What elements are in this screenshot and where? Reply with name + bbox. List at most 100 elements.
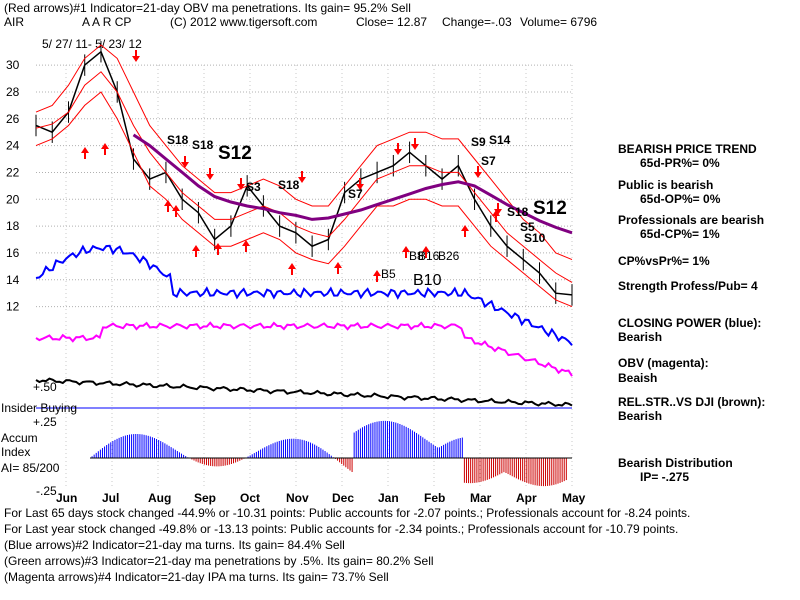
footer-line: (Blue arrows)#2 Indicator=21-day ma turn… (4, 538, 345, 552)
up-arrow-icon (288, 263, 296, 275)
relstr-label: REL.STR..VS DJI (brown): (618, 395, 766, 409)
x-tick-label: Jul (102, 491, 119, 505)
x-tick-label: Aug (148, 491, 171, 505)
series-line (35, 44, 573, 261)
x-tick-label: Mar (470, 491, 492, 505)
down-arrow-icon (181, 156, 189, 168)
down-arrow-icon (298, 171, 306, 183)
signal-label: S18 (507, 205, 529, 219)
down-arrow-icon (474, 166, 482, 178)
x-tick-label: Dec (332, 491, 354, 505)
up-arrow-icon (172, 205, 180, 217)
obv-value: Beaish (618, 371, 658, 385)
signal-label-large: S12 (533, 198, 567, 219)
y-tick-label: 12 (6, 300, 20, 314)
up-arrow-icon (242, 240, 250, 252)
signal-label: S7 (348, 187, 363, 201)
down-arrow-icon (206, 168, 214, 180)
down-arrow-icon (411, 138, 419, 150)
trend-heading: BEARISH PRICE TREND (618, 142, 757, 156)
y-tick-label: 22 (6, 165, 20, 179)
close-price: Close= 12.87 (356, 15, 428, 29)
up-arrow-icon (192, 245, 200, 257)
relstr-value: Bearish (618, 409, 663, 423)
signal-label: S9 (471, 135, 486, 149)
down-arrow-icon (356, 178, 364, 190)
series-line (35, 91, 573, 308)
signal-label: S14 (489, 133, 511, 147)
down-arrow-icon (394, 143, 402, 155)
signal-label-large: B10 (413, 272, 442, 289)
up-arrow-icon (334, 262, 342, 274)
up-arrow-icon (373, 270, 381, 282)
up-arrow-icon (101, 143, 109, 155)
rel-str-level: +.50 (33, 380, 57, 394)
footer-line: (Magenta arrows)#4 Indicator=21-day IPA … (4, 570, 389, 584)
up-arrow-icon (402, 246, 410, 258)
company-name: A A R CP (82, 15, 132, 29)
signal-label: S18 (192, 138, 214, 152)
price-grid (36, 64, 573, 488)
pr-value: 65d-PR%= 0% (640, 156, 720, 170)
y-tick-label: 24 (6, 139, 20, 153)
op-value: 65d-OP%= 0% (640, 192, 721, 206)
price-series (35, 40, 573, 308)
obv-line (35, 321, 573, 377)
signal-label: B8 (409, 249, 424, 263)
cp-value: 65d-CP%= 1% (640, 227, 720, 241)
date-range: 5/ 27/ 11- 5/ 23/ 12 (42, 37, 142, 51)
up-arrow-icon (461, 225, 469, 237)
signal-label: B26 (438, 249, 460, 263)
closing-power-label: CLOSING POWER (blue): (618, 316, 762, 330)
ip-value: IP= -.275 (640, 470, 690, 484)
signal-label-large: S12 (218, 143, 252, 164)
accum-top-level: +.25 (33, 415, 57, 429)
signal-label: B5 (381, 267, 396, 281)
insider-buying-label: Insider Buying (1, 401, 78, 415)
signal-arrows (81, 50, 502, 282)
indicator-1-title: (Red arrows)#1 Indicator=21-day OBV ma p… (4, 1, 411, 15)
y-tick-label: 16 (6, 246, 20, 260)
x-tick-label: Sep (194, 491, 216, 505)
y-tick-label: 28 (6, 85, 20, 99)
cp-vs-pr: CP%vsPr%= 1% (618, 254, 710, 268)
up-arrow-icon (81, 147, 89, 159)
ticker-symbol: AIR (4, 15, 25, 29)
y-tick-label: 14 (6, 273, 20, 287)
copyright-text: (C) 2012 www.tigersoft.com (170, 15, 318, 29)
down-arrow-icon (494, 203, 502, 215)
down-arrow-icon (237, 178, 245, 190)
axes: 30 28 26 24 22 20 18 16 14 12 Jun Jul Aug Sep Oct Nov De… (6, 58, 586, 505)
signal-label: S5 (520, 220, 535, 234)
y-tick-label: 20 (6, 192, 20, 206)
indicator-panels (35, 244, 573, 487)
x-tick-label: May (562, 491, 586, 505)
x-tick-label: Feb (424, 491, 445, 505)
up-arrow-icon (422, 246, 430, 258)
signal-label: S18 (167, 133, 189, 147)
y-tick-label: 18 (6, 219, 20, 233)
signal-label: S10 (524, 231, 546, 245)
up-arrow-icon (164, 200, 172, 212)
series-line (35, 71, 573, 283)
signal-label: S18 (278, 178, 300, 192)
signal-label: S3 (246, 180, 261, 194)
x-tick-label: Apr (516, 491, 537, 505)
index-label: Index (1, 445, 31, 459)
series-line (132, 133, 573, 235)
closing-power-line (35, 244, 573, 346)
x-tick-label: Jun (56, 491, 77, 505)
down-arrow-icon (132, 50, 140, 62)
distribution-label: Bearish Distribution (618, 456, 733, 470)
accum-bottom-level: -.25 (36, 484, 57, 498)
closing-power-value: Bearish (618, 330, 663, 344)
series-line (35, 50, 573, 296)
volume: Volume= 6796 (520, 15, 598, 29)
y-tick-label: 30 (6, 58, 20, 72)
accum-label: Accum (1, 431, 38, 445)
footer-line: (Green arrows)#3 Indicator=21-day ma pen… (4, 554, 434, 568)
x-tick-label: Jan (378, 491, 399, 505)
x-tick-label: Oct (240, 491, 260, 505)
footer-line: For Last 65 days stock changed -44.9% or… (4, 506, 691, 520)
